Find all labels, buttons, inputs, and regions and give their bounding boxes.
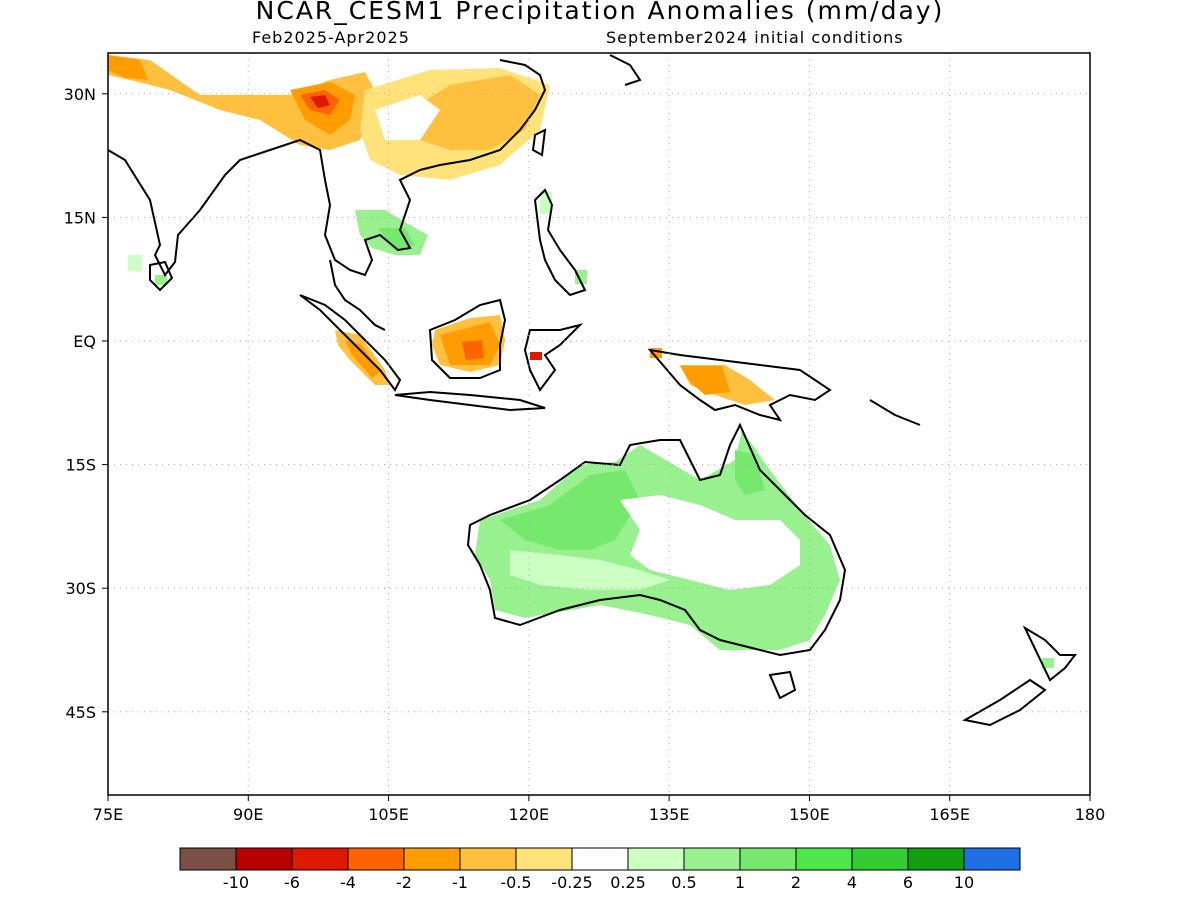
wet-anomaly-australia-light — [510, 550, 670, 590]
colorbar-label: -10 — [223, 873, 249, 892]
wet-anomaly-australia-northeast — [735, 450, 765, 495]
dry-anomaly-sulawesi — [530, 352, 542, 360]
lat-label: 30S — [65, 579, 96, 598]
coast-japan — [609, 54, 642, 86]
colorbar-label: -0.25 — [551, 873, 592, 892]
colorbar-swatch — [907, 847, 965, 871]
lat-label: 30N — [64, 85, 96, 104]
wet-anomaly-new-zealand — [1042, 658, 1054, 668]
dry-anomaly-china-hole — [375, 95, 440, 140]
colorbar-label: 2 — [791, 873, 801, 892]
dry-anomaly-sumatra-core — [345, 340, 380, 378]
lon-label: 90E — [233, 805, 263, 824]
coast-new-zealand-north — [1022, 625, 1078, 682]
lat-label: EQ — [73, 332, 96, 351]
colorbar-label: -1 — [452, 873, 468, 892]
colorbar-swatch — [795, 847, 853, 871]
colorbar-label: -4 — [340, 873, 356, 892]
lat-label: 15N — [64, 208, 96, 227]
lon-label: 150E — [789, 805, 830, 824]
colorbar-label: 0.25 — [610, 873, 646, 892]
colorbar-label: -6 — [284, 873, 300, 892]
lat-label: 15S — [65, 456, 96, 475]
colorbar-label: 0.5 — [671, 873, 696, 892]
dry-anomaly-new-guinea-west — [650, 348, 662, 358]
colorbar-swatch — [291, 847, 349, 871]
coast-sumatra — [299, 294, 402, 392]
dry-anomaly-himalaya-west — [108, 55, 148, 80]
colorbar-label: 10 — [954, 873, 974, 892]
coast-solomon — [869, 399, 921, 426]
initial-conditions: September2024 initial conditions — [606, 28, 904, 47]
colorbar-swatch — [683, 847, 741, 871]
colorbar-label: 1 — [735, 873, 745, 892]
colorbar-swatch — [403, 847, 461, 871]
wet-anomaly-australia-core — [500, 470, 640, 550]
wet-anomaly-indochina-core — [378, 228, 415, 250]
colorbar-swatch — [963, 847, 1021, 871]
lat-label: 45S — [65, 703, 96, 722]
coast-philippines — [533, 188, 587, 297]
wet-anomaly-philippines-2 — [575, 270, 587, 284]
colorbar-swatch — [179, 847, 237, 871]
coast-new-zealand-south — [962, 678, 1047, 727]
coast-asia-mainland — [107, 59, 547, 277]
dry-anomaly-borneo-peak — [462, 340, 484, 360]
anomaly-shading — [108, 55, 1054, 668]
valid-period: Feb2025-Apr2025 — [252, 28, 410, 47]
colorbar-swatch — [627, 847, 685, 871]
coast-sulawesi — [523, 323, 584, 392]
lon-label: 120E — [509, 805, 550, 824]
wet-anomaly-sri-lanka-2 — [155, 275, 167, 285]
coast-malay-peninsula — [329, 259, 386, 331]
colorbar-label: 4 — [847, 873, 857, 892]
coast-borneo — [428, 298, 507, 379]
lon-label: 75E — [93, 805, 123, 824]
wet-anomaly-sri-lanka — [128, 255, 142, 271]
coast-tasmania — [768, 670, 797, 700]
coastlines — [107, 54, 1078, 727]
colorbar-swatch — [851, 847, 909, 871]
map-frame — [107, 52, 1091, 796]
colorbar-label: -2 — [396, 873, 412, 892]
colorbar-swatch — [739, 847, 797, 871]
map-title: NCAR_CESM1 Precipitation Anomalies (mm/d… — [255, 0, 945, 25]
dry-anomaly-himalaya-max — [310, 95, 330, 108]
colorbar-swatch — [459, 847, 517, 871]
coast-taiwan — [531, 128, 547, 157]
dry-anomaly-himalaya — [108, 55, 380, 150]
lon-label: 135E — [649, 805, 690, 824]
colorbar-swatch — [235, 847, 293, 871]
lon-label: 180 — [1075, 805, 1106, 824]
colorbar-swatch — [347, 847, 405, 871]
lon-label: 105E — [368, 805, 409, 824]
lon-label: 165E — [929, 805, 970, 824]
colorbar-swatch — [571, 847, 629, 871]
wet-anomaly-australia-dry-center — [620, 495, 800, 590]
colorbar-label: 6 — [903, 873, 913, 892]
coast-australia — [466, 422, 847, 657]
colorbar-swatch — [515, 847, 573, 871]
colorbar-label: -0.5 — [500, 873, 531, 892]
coast-java — [394, 390, 546, 412]
coast-sri-lanka — [149, 260, 174, 292]
dry-anomaly-new-guinea-core — [680, 366, 730, 395]
coast-new-guinea — [647, 348, 832, 422]
dry-anomaly-china-mid — [410, 75, 540, 150]
